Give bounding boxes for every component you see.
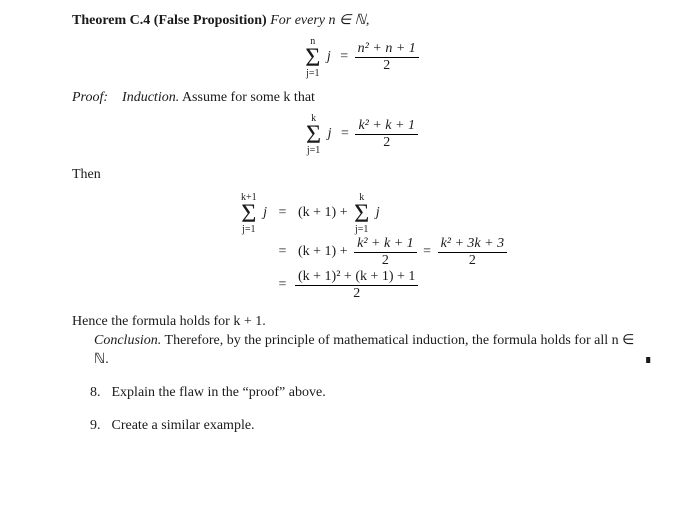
fraction-num: n² + n + 1	[355, 42, 419, 58]
proof-line: Proof: Induction. Assume for some k that	[72, 89, 652, 108]
fraction-den: 2	[354, 253, 417, 268]
equals-sign: =	[338, 125, 352, 144]
sum-symbol: k Σ j=1	[354, 193, 369, 235]
sum-var: j	[260, 204, 270, 223]
exercise-text: Explain the flaw in the “proof” above.	[112, 385, 326, 400]
fraction: n² + n + 1 2	[355, 42, 419, 73]
sigma-icon: Σ	[305, 47, 320, 69]
proof-assume: Assume for some k that	[182, 90, 315, 105]
chain-row-3: = (k + 1)² + (k + 1) + 1 2	[192, 270, 507, 301]
sum-symbol: k+1 Σ j=1	[241, 193, 257, 235]
sigma-icon: Σ	[354, 203, 369, 225]
sum-symbol: n Σ j=1	[305, 37, 320, 79]
sum-lower: j=1	[305, 69, 320, 79]
sum-symbol: k Σ j=1	[306, 114, 321, 156]
fraction-den: 2	[355, 135, 418, 150]
exercise-number: 8.	[90, 384, 108, 403]
sum-var: j	[373, 204, 383, 223]
fraction-den: 2	[295, 286, 418, 301]
fraction-num: k² + k + 1	[354, 237, 417, 253]
theorem-heading: Theorem C.4 (False Proposition) For ever…	[72, 12, 652, 31]
sum-var: j	[325, 125, 335, 144]
theorem-label: Theorem C.4 (False Proposition)	[72, 13, 267, 28]
lhs: k+1 Σ j=1 j	[192, 193, 270, 235]
exercise-8: 8. Explain the flaw in the “proof” above…	[72, 384, 652, 403]
fraction-den: 2	[355, 58, 419, 73]
equals-sign: =	[420, 243, 434, 262]
fraction: k² + 3k + 3 2	[438, 237, 508, 268]
equation-2: k Σ j=1 j = k² + k + 1 2	[72, 114, 652, 156]
sigma-icon: Σ	[241, 203, 257, 225]
sum-lower: j=1	[354, 225, 369, 235]
hence-line: Hence the formula holds for k + 1.	[72, 313, 652, 332]
chain-row-2: = (k + 1) + k² + k + 1 2 = k² + 3k + 3 2	[192, 237, 507, 268]
align-block: k+1 Σ j=1 j = (k + 1) + k Σ j=1 j =	[192, 191, 507, 303]
sigma-icon: Σ	[306, 124, 321, 146]
fraction: (k + 1)² + (k + 1) + 1 2	[295, 270, 418, 301]
fraction-num: k² + k + 1	[355, 119, 418, 135]
rhs-text: (k + 1) +	[295, 204, 351, 223]
conclusion-text: Therefore, by the principle of mathemati…	[94, 333, 634, 367]
fraction-num: k² + 3k + 3	[438, 237, 508, 253]
proof-method: Induction.	[122, 90, 179, 105]
fraction-den: 2	[438, 253, 508, 268]
equals-sign: =	[274, 204, 292, 223]
sum-lower: j=1	[241, 225, 257, 235]
rhs-text: (k + 1) +	[295, 243, 351, 262]
exercise-9: 9. Create a similar example.	[72, 417, 652, 436]
proof-label: Proof:	[72, 90, 108, 105]
equals-sign: =	[274, 276, 292, 295]
derivation-chain: k+1 Σ j=1 j = (k + 1) + k Σ j=1 j =	[72, 191, 652, 303]
exercise-number: 9.	[90, 417, 108, 436]
sum-lower: j=1	[306, 146, 321, 156]
fraction: k² + k + 1 2	[355, 119, 418, 150]
equals-sign: =	[274, 243, 292, 262]
sum-var: j	[324, 48, 334, 67]
theorem-statement: For every n ∈ ℕ,	[270, 13, 369, 28]
page: Theorem C.4 (False Proposition) For ever…	[0, 0, 700, 435]
conclusion-line: Conclusion. Therefore, by the principle …	[72, 332, 652, 370]
qed-icon: ∎	[644, 351, 652, 367]
chain-row-1: k+1 Σ j=1 j = (k + 1) + k Σ j=1 j	[192, 193, 507, 235]
equals-sign: =	[337, 48, 351, 67]
fraction-num: (k + 1)² + (k + 1) + 1	[295, 270, 418, 286]
then-label: Then	[72, 166, 652, 185]
fraction: k² + k + 1 2	[354, 237, 417, 268]
equation-1: n Σ j=1 j = n² + n + 1 2	[72, 37, 652, 79]
conclusion-label: Conclusion.	[94, 333, 161, 348]
exercise-text: Create a similar example.	[112, 418, 255, 433]
